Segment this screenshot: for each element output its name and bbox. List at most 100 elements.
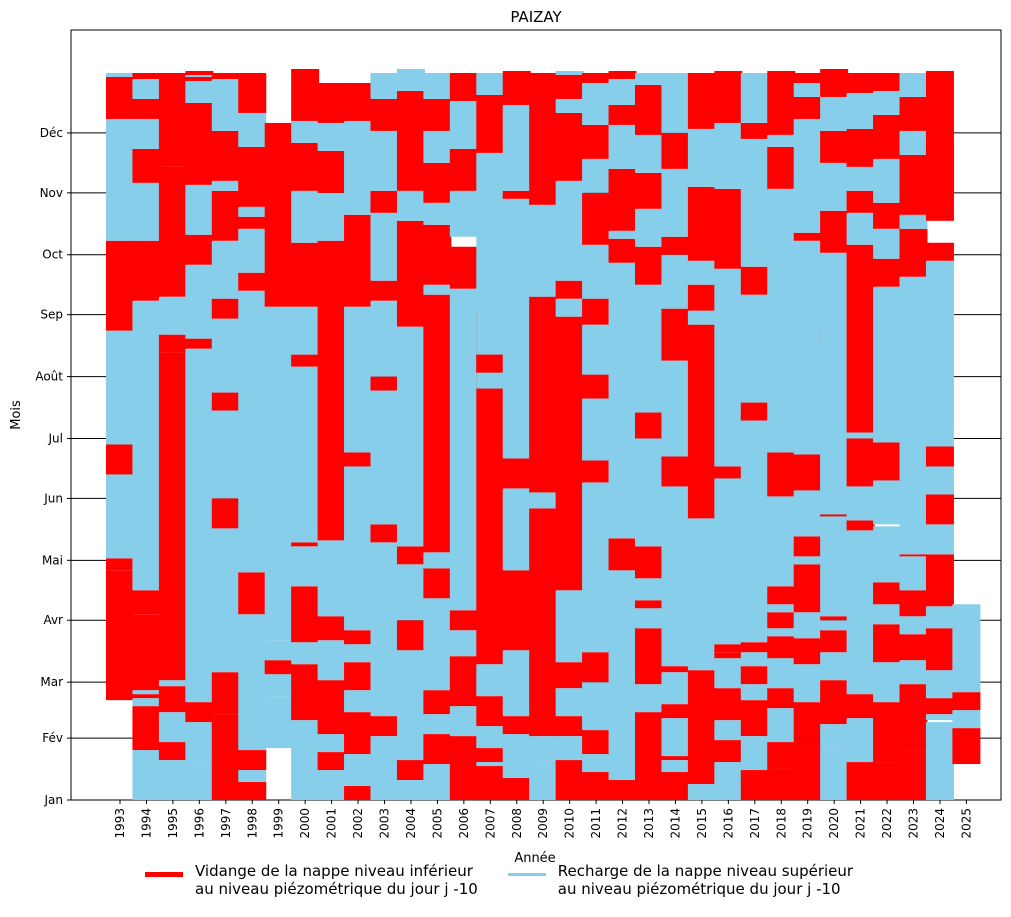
bar-segment-vidange	[476, 354, 505, 373]
bar-segment-vidange	[661, 236, 690, 255]
bar-segment-recharge	[687, 260, 716, 285]
bar-segment-vidange	[555, 662, 584, 689]
bar-segment-recharge	[661, 72, 690, 133]
bar-segment-recharge	[661, 360, 690, 457]
bar-segment-vidange	[873, 702, 902, 763]
bar-segment-recharge	[132, 698, 161, 707]
bar-segment-vidange	[925, 628, 954, 671]
bar-segment-recharge	[370, 72, 399, 99]
bar-2004	[396, 69, 425, 800]
y-tick-label: Sep	[40, 308, 63, 322]
bar-segment-recharge	[106, 330, 134, 445]
bar-segment-vidange	[396, 620, 425, 651]
bar-segment-vidange	[873, 762, 902, 800]
bar-segment-vidange	[608, 104, 637, 125]
bar-2025	[952, 604, 981, 765]
bar-segment-vidange	[502, 570, 531, 651]
bar-segment-recharge	[767, 708, 796, 743]
bar-segment-recharge	[740, 652, 769, 667]
bar-segment-vidange	[317, 240, 346, 541]
bar-segment-vidange	[238, 572, 267, 615]
bar-segment-recharge	[846, 212, 875, 245]
x-tick-label: 2010	[563, 808, 577, 839]
bar-segment-vidange	[582, 72, 611, 83]
bar-segment-vidange	[899, 590, 928, 617]
bar-segment-vidange	[793, 454, 822, 491]
bar-segment-recharge	[291, 190, 320, 243]
bar-segment-vidange	[211, 130, 240, 181]
bar-segment-recharge	[582, 398, 611, 461]
bar-segment-recharge	[317, 192, 346, 241]
bar-segment-vidange	[793, 638, 822, 665]
bar-segment-vidange	[291, 69, 320, 121]
bar-segment-vidange	[132, 706, 161, 751]
bar-2021	[846, 72, 875, 800]
y-tick-label: Oct	[42, 248, 63, 262]
bar-segment-vidange	[635, 600, 663, 609]
x-tick-label: 2000	[298, 808, 312, 839]
bar-segment-vidange	[820, 616, 849, 621]
bar-segment-vidange	[476, 696, 505, 727]
bar-segment-vidange	[132, 694, 161, 699]
x-tick-label: 1997	[219, 808, 233, 839]
bar-segment-vidange	[740, 642, 769, 653]
bar-segment-recharge	[687, 792, 716, 800]
bar-segment-vidange	[846, 792, 875, 800]
bar-segment-recharge	[635, 208, 663, 247]
bar-segment-vidange	[767, 586, 796, 605]
bar-segment-recharge	[925, 606, 954, 629]
bar-segment-recharge	[925, 714, 954, 721]
bar-segment-recharge	[767, 604, 796, 613]
bar-segment-recharge	[449, 706, 478, 737]
bar-segment-recharge	[661, 718, 690, 757]
bar-segment-recharge	[820, 724, 849, 751]
bar-segment-vidange	[370, 98, 399, 131]
bar-segment-vidange	[661, 780, 690, 800]
bar-segment-recharge	[767, 658, 796, 689]
x-tick-label: 2016	[721, 808, 735, 839]
bar-segment-recharge	[846, 432, 875, 439]
bar-segment-vidange	[582, 730, 611, 755]
bar-segment-recharge	[476, 664, 505, 697]
bar-segment-recharge	[185, 80, 214, 103]
bar-segment-recharge	[687, 310, 716, 325]
bar-2015	[687, 72, 716, 800]
bar-segment-recharge	[820, 162, 849, 211]
bar-segment-vidange	[344, 82, 373, 121]
bar-segment-recharge	[925, 260, 954, 447]
bar-segment-recharge	[873, 526, 902, 583]
bar-segment-recharge	[820, 620, 849, 631]
bar-2010	[555, 70, 584, 800]
bar-segment-vidange	[211, 72, 240, 79]
bar-segment-vidange	[846, 190, 875, 213]
bar-segment-recharge	[185, 74, 214, 77]
bar-segment-vidange	[714, 188, 743, 269]
bar-segment-recharge	[423, 202, 452, 225]
bar-segment-vidange	[582, 784, 611, 800]
bar-segment-recharge	[555, 590, 584, 663]
x-tick-label: 2007	[483, 808, 497, 839]
bar-segment-recharge	[714, 478, 743, 645]
bar-segment-vidange	[106, 570, 134, 701]
legend-item-recharge: Recharge de la nappe niveau supérieur au…	[507, 862, 853, 898]
bar-segment-recharge	[767, 496, 796, 587]
bar-segment-recharge	[555, 298, 584, 317]
bar-segment-recharge	[291, 546, 320, 587]
bar-segment-vidange	[846, 438, 875, 487]
bar-segment-recharge	[502, 488, 531, 571]
x-tick-label: 2009	[536, 808, 550, 839]
bar-segment-vidange	[423, 690, 452, 715]
bar-segment-vidange	[502, 458, 531, 489]
bar-2011	[582, 72, 611, 800]
bar-segment-vidange	[661, 132, 690, 169]
bar-segment-recharge	[158, 786, 187, 800]
x-tick-label: 2022	[880, 808, 894, 839]
bar-segment-vidange	[211, 392, 240, 411]
bar-segment-recharge	[899, 214, 928, 229]
bar-segment-vidange	[185, 76, 214, 81]
bar-segment-vidange	[582, 772, 611, 785]
bar-segment-vidange	[846, 694, 875, 719]
bar-segment-vidange	[899, 96, 928, 131]
bar-segment-recharge	[846, 166, 875, 191]
